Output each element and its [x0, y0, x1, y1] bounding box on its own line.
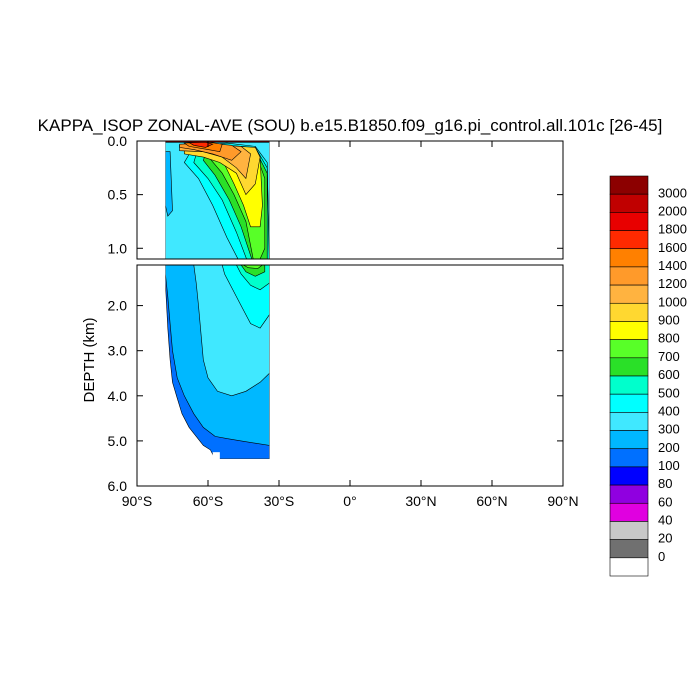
colorbar-box — [609, 484, 649, 504]
colorbar: 3000200018001600140012001000900800700600… — [609, 175, 687, 577]
colorbar-label: 1200 — [658, 276, 687, 291]
colorbar-label: 40 — [658, 513, 672, 528]
x-tick-label: 60°N — [476, 493, 507, 509]
x-tick-label: 30°N — [405, 493, 436, 509]
y-tick-label-lower: 5.0 — [108, 433, 128, 449]
seafloor-mask — [165, 395, 171, 486]
colorbar-label: 3000 — [658, 185, 687, 200]
y-tick-label-upper: 0.0 — [108, 133, 128, 149]
y-axis-label: DEPTH (km) — [81, 318, 98, 403]
y-tick-label-upper: 0.5 — [108, 187, 128, 203]
colorbar-box — [609, 339, 649, 359]
colorbar-box — [609, 193, 649, 213]
seafloor-mask — [174, 422, 180, 486]
region-700-800 — [242, 265, 263, 269]
colorbar-box — [609, 502, 649, 522]
colorbar-label: 80 — [658, 476, 672, 491]
colorbar-box — [609, 248, 649, 268]
chart-title: KAPPA_ISOP ZONAL-AVE (SOU) b.e15.B1850.f… — [38, 116, 663, 135]
colorbar-label: 500 — [658, 385, 680, 400]
y-tick-label-lower: 4.0 — [108, 388, 128, 404]
colorbar-box — [609, 521, 649, 540]
colorbar-box — [609, 357, 649, 377]
colorbar-box — [609, 284, 649, 304]
colorbar-box — [609, 375, 649, 395]
colorbar-label: 0 — [658, 549, 665, 564]
lower-panel-field — [137, 265, 563, 486]
colorbar-label: 400 — [658, 403, 680, 418]
y-tick-label-lower: 3.0 — [108, 343, 128, 359]
x-tick-label: 90°N — [547, 493, 578, 509]
x-tick-label: 90°S — [122, 493, 153, 509]
colorbar-box — [609, 539, 649, 559]
y-tick-label-lower: 6.0 — [108, 478, 128, 494]
no-data-mask-south-lower — [137, 265, 166, 486]
colorbar-box — [609, 557, 649, 577]
colorbar-box — [609, 393, 649, 413]
x-tick-label: 60°S — [193, 493, 224, 509]
x-tick-label: 30°S — [264, 493, 295, 509]
colorbar-box — [609, 175, 649, 195]
colorbar-box — [609, 448, 649, 468]
colorbar-label: 60 — [658, 494, 672, 509]
colorbar-label: 300 — [658, 422, 680, 437]
axes: 90°S 60°S 30°S 0° 30°N 60°N 90°N 0.0 0.5 1.0 2.0 3.… — [108, 133, 579, 509]
colorbar-label: 600 — [658, 367, 680, 382]
contour-field — [137, 141, 563, 486]
no-data-mask-south-upper — [137, 141, 166, 259]
colorbar-label: 1400 — [658, 258, 687, 273]
no-data-mask-lower — [269, 265, 563, 486]
colorbar-box — [609, 412, 649, 431]
colorbar-label: 100 — [658, 458, 680, 473]
colorbar-box — [609, 302, 649, 322]
colorbar-box — [609, 430, 649, 450]
colorbar-box — [609, 266, 649, 286]
colorbar-box — [609, 212, 649, 231]
colorbar-label: 200 — [658, 440, 680, 455]
colorbar-box — [609, 230, 649, 250]
colorbar-box — [609, 466, 649, 486]
colorbar-box — [609, 321, 649, 340]
seafloor-mask — [170, 409, 175, 486]
colorbar-label: 1600 — [658, 240, 687, 255]
colorbar-label: 20 — [658, 531, 672, 546]
y-tick-label-lower: 2.0 — [108, 298, 128, 314]
colorbar-label: 900 — [658, 313, 680, 328]
colorbar-label: 700 — [658, 349, 680, 364]
colorbar-label: 1800 — [658, 222, 687, 237]
upper-panel-field — [137, 141, 563, 259]
x-tick-label: 0° — [343, 493, 356, 509]
colorbar-label: 1000 — [658, 294, 687, 309]
colorbar-label: 800 — [658, 331, 680, 346]
no-data-mask-upper — [269, 141, 563, 259]
colorbar-label: 2000 — [658, 203, 687, 218]
y-tick-label-upper: 1.0 — [108, 240, 128, 256]
